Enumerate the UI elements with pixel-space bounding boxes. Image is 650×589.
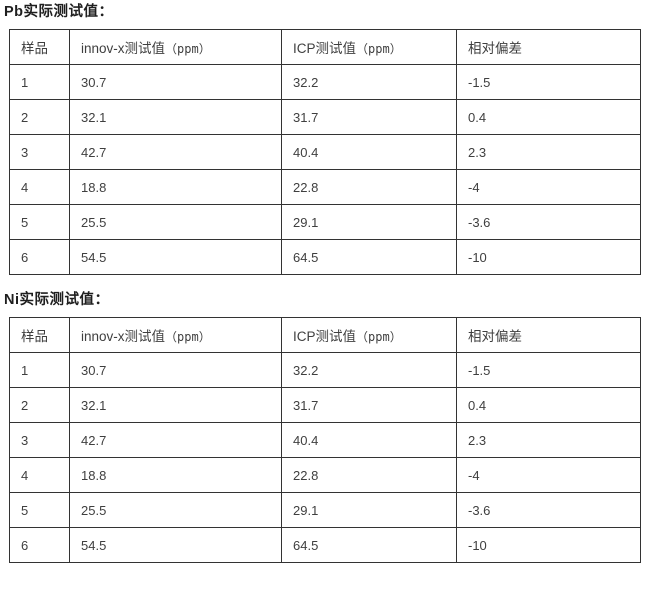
col-header-icp: ICP测试值（ppm） — [281, 317, 457, 353]
col-header-suffix: （ppm） — [356, 330, 402, 344]
col-header-label: 样品 — [21, 329, 48, 344]
table-cell-innovx-value: 42.7 — [69, 422, 282, 458]
col-header-suffix: （ppm） — [165, 330, 211, 344]
col-header-label: innov-x测试值 — [81, 41, 166, 56]
table-cell-innovx-value: 32.1 — [69, 99, 282, 135]
table-row: 2 32.1 31.7 0.4 — [9, 99, 641, 135]
col-header-icp: ICP测试值（ppm） — [281, 29, 457, 65]
table-cell-deviation: -1.5 — [456, 352, 641, 388]
table-cell-innovx-value: 54.5 — [69, 527, 282, 563]
ni-data-table: 样品 innov-x测试值（ppm） ICP测试值（ppm） 相对偏差 1 30… — [9, 317, 641, 563]
table-row: 5 25.5 29.1 -3.6 — [9, 204, 641, 240]
table-cell-icp-value: 40.4 — [281, 134, 457, 170]
ni-table-section: Ni实际测试值： 样品 innov-x测试值（ppm） ICP测试值（ppm） — [3, 292, 650, 563]
table-cell-icp-value: 40.4 — [281, 422, 457, 458]
header-row: 样品 innov-x测试值（ppm） ICP测试值（ppm） 相对偏差 — [9, 29, 641, 65]
table-cell-icp-value: 22.8 — [281, 169, 457, 205]
table-cell-innovx-value: 25.5 — [69, 204, 282, 240]
table-row: 2 32.1 31.7 0.4 — [9, 387, 641, 423]
table-row: 1 30.7 32.2 -1.5 — [9, 64, 641, 100]
table-cell-innovx-value: 18.8 — [69, 457, 282, 493]
col-header-label: 相对偏差 — [468, 329, 522, 344]
col-header-sample: 样品 — [9, 29, 70, 65]
col-header-suffix: （ppm） — [165, 42, 211, 56]
table-cell-deviation: 2.3 — [456, 134, 641, 170]
table-cell-deviation: -3.6 — [456, 204, 641, 240]
table-row: 3 42.7 40.4 2.3 — [9, 134, 641, 170]
table-row: 6 54.5 64.5 -10 — [9, 527, 641, 563]
table-cell-innovx-value: 54.5 — [69, 239, 282, 275]
table-cell-deviation: -10 — [456, 239, 641, 275]
pb-data-table: 样品 innov-x测试值（ppm） ICP测试值（ppm） 相对偏差 1 30… — [9, 29, 641, 275]
table-cell-icp-value: 29.1 — [281, 204, 457, 240]
table-row: 5 25.5 29.1 -3.6 — [9, 492, 641, 528]
table-cell-deviation: -3.6 — [456, 492, 641, 528]
table-cell-deviation: 0.4 — [456, 99, 641, 135]
table-cell-sample: 4 — [9, 169, 70, 205]
col-header-label: 相对偏差 — [468, 41, 522, 56]
table-row: 6 54.5 64.5 -10 — [9, 239, 641, 275]
col-header-innovx: innov-x测试值（ppm） — [69, 317, 282, 353]
table-cell-sample: 5 — [9, 204, 70, 240]
table-cell-innovx-value: 18.8 — [69, 169, 282, 205]
table-cell-innovx-value: 30.7 — [69, 64, 282, 100]
table-cell-sample: 6 — [9, 239, 70, 275]
table-cell-sample: 4 — [9, 457, 70, 493]
table-cell-deviation: -4 — [456, 457, 641, 493]
table-cell-deviation: -10 — [456, 527, 641, 563]
table-cell-sample: 2 — [9, 99, 70, 135]
table-cell-deviation: 0.4 — [456, 387, 641, 423]
col-header-innovx: innov-x测试值（ppm） — [69, 29, 282, 65]
table-cell-icp-value: 32.2 — [281, 64, 457, 100]
table-title-pb: Pb实际测试值： — [4, 4, 114, 20]
header-row: 样品 innov-x测试值（ppm） ICP测试值（ppm） 相对偏差 — [9, 317, 641, 353]
table-cell-icp-value: 22.8 — [281, 457, 457, 493]
table-cell-sample: 3 — [9, 134, 70, 170]
col-header-deviation: 相对偏差 — [456, 317, 641, 353]
table-cell-icp-value: 64.5 — [281, 239, 457, 275]
table-cell-innovx-value: 25.5 — [69, 492, 282, 528]
table-cell-deviation: 2.3 — [456, 422, 641, 458]
table-cell-sample: 1 — [9, 64, 70, 100]
table-cell-icp-value: 29.1 — [281, 492, 457, 528]
table-row: 4 18.8 22.8 -4 — [9, 457, 641, 493]
table-cell-icp-value: 31.7 — [281, 387, 457, 423]
table-cell-icp-value: 32.2 — [281, 352, 457, 388]
table-cell-sample: 6 — [9, 527, 70, 563]
col-header-deviation: 相对偏差 — [456, 29, 641, 65]
table-cell-innovx-value: 30.7 — [69, 352, 282, 388]
table-cell-innovx-value: 42.7 — [69, 134, 282, 170]
table-cell-innovx-value: 32.1 — [69, 387, 282, 423]
table-body: 1 30.7 32.2 -1.5 2 32.1 31.7 0.4 3 42.7 … — [9, 352, 641, 563]
table-cell-sample: 1 — [9, 352, 70, 388]
table-cell-sample: 3 — [9, 422, 70, 458]
col-header-suffix: （ppm） — [356, 42, 402, 56]
table-body: 1 30.7 32.2 -1.5 2 32.1 31.7 0.4 3 42.7 … — [9, 64, 641, 275]
table-cell-sample: 2 — [9, 387, 70, 423]
table-row: 4 18.8 22.8 -4 — [9, 169, 641, 205]
col-header-label: ICP测试值 — [293, 41, 357, 56]
table-cell-deviation: -4 — [456, 169, 641, 205]
table-cell-deviation: -1.5 — [456, 64, 641, 100]
col-header-label: 样品 — [21, 41, 48, 56]
table-cell-sample: 5 — [9, 492, 70, 528]
pb-table-section: Pb实际测试值： 样品 innov-x测试值（ppm） ICP测试值（ppm） — [3, 4, 650, 275]
table-cell-icp-value: 31.7 — [281, 99, 457, 135]
table-row: 1 30.7 32.2 -1.5 — [9, 352, 641, 388]
col-header-sample: 样品 — [9, 317, 70, 353]
col-header-label: innov-x测试值 — [81, 329, 166, 344]
table-title-ni: Ni实际测试值： — [4, 292, 110, 308]
col-header-label: ICP测试值 — [293, 329, 357, 344]
table-row: 3 42.7 40.4 2.3 — [9, 422, 641, 458]
table-cell-icp-value: 64.5 — [281, 527, 457, 563]
